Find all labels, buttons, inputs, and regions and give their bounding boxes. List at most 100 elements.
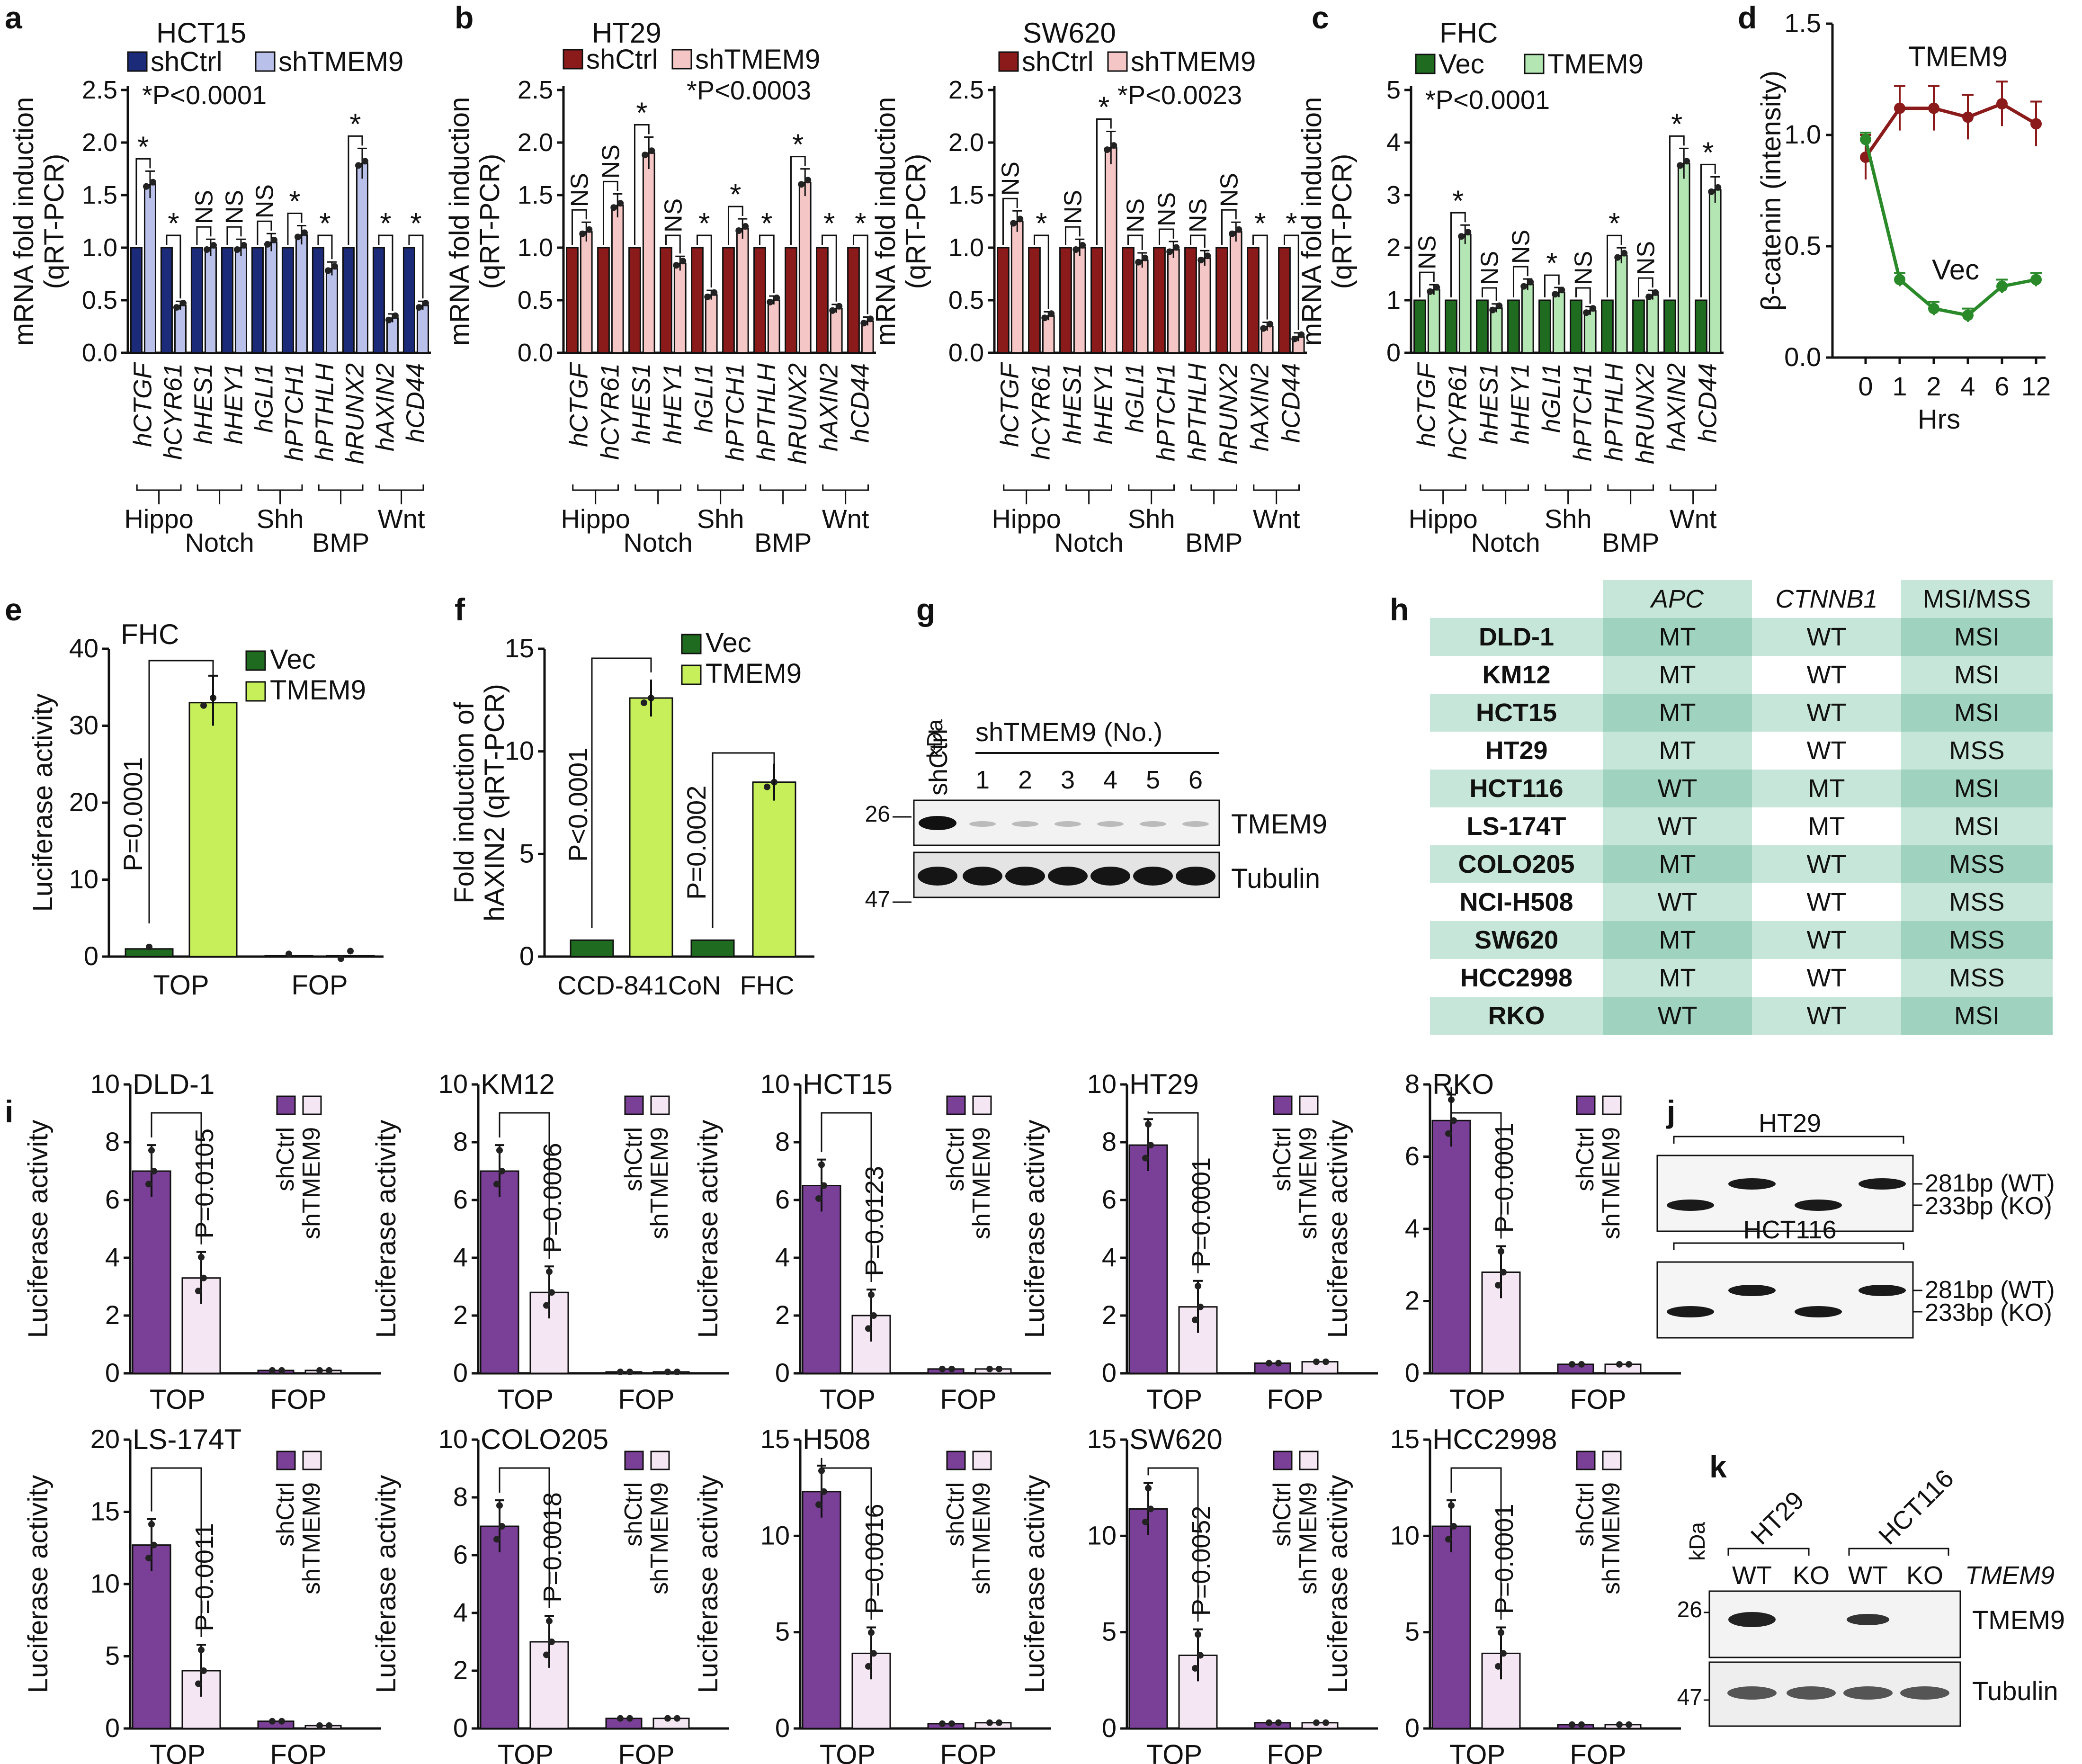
p-value-label: P=0.0002 [681,786,711,900]
p-bracket [712,752,775,928]
gene-label: hCYR61 [1443,363,1472,460]
y-axis-label: β-catenin (intensity) [1756,71,1787,311]
sig-ns: NS [1122,198,1149,233]
y-axis-label: mRNA fold induction [9,97,39,346]
bp-label: 233bp (KO) [1925,1192,2052,1220]
treatment-bar [234,247,247,354]
data-point [355,162,362,169]
y-tick-label: 0.5 [948,286,984,314]
treatment-bar [1490,307,1503,354]
p-value-label: P=0.0001 [118,757,148,871]
control-bar [1507,299,1520,354]
treatment-bar [830,308,843,354]
legend-label: shTMEM9 [1598,1482,1625,1594]
sig-ns: NS [190,190,218,224]
y-tick-label: 0 [105,1713,120,1743]
y-tick-label: 10 [760,1520,790,1550]
table-cell-text: NCI-H508 [1459,888,1573,916]
y-tick-label: 0 [453,1713,468,1743]
legend-label: Vec [270,644,316,675]
table-cell [1901,694,2053,732]
sig-bracket [1606,234,1622,297]
legend-swatch [563,49,583,70]
gene-label: hAXIN2 [814,363,843,451]
table-header-cell [1901,580,2053,618]
legend-label: shCtrl [620,1482,647,1547]
data-point [617,1368,624,1375]
data-point [1145,1485,1152,1492]
data-point [198,1647,205,1654]
treatment-bar [1677,162,1690,354]
p-value-label: P=0.0006 [538,1143,567,1253]
gene-label: hCYR61 [1027,363,1055,460]
data-point [338,955,344,962]
table-cell-text: WT [1807,850,1847,878]
category-label: TOP [820,1739,876,1764]
data-point [1298,331,1305,338]
data-point [735,227,742,234]
series-line [1864,102,2037,159]
gel-label: HT29 [1759,1109,1821,1137]
table-header: MSI/MSS [1923,585,2031,613]
table-cell-text: MSS [1949,888,2004,916]
table-cell [1430,618,1603,656]
control-bar [1184,247,1197,354]
table-cell [1430,959,1603,997]
category-label: CCD-841CoN [557,970,721,1000]
y-tick-label: 10 [69,864,98,894]
data-point [422,300,429,307]
gel-band [1859,1285,1906,1296]
data-point [1626,1721,1632,1728]
data-point [278,1367,285,1374]
data-point [821,1488,827,1495]
data-point [496,1147,503,1154]
sig-bracket [226,226,242,245]
y-tick-label: 0 [105,1358,120,1388]
legend-swatch [302,1095,322,1115]
y-axis-label: Luciferase activity [693,1120,724,1338]
data-point [1450,1523,1457,1530]
y-tick-label: 15 [505,633,534,663]
data-point [617,200,624,207]
tubulin-band [1133,867,1173,886]
y-tick-label: 6 [453,1184,468,1214]
sig-bracket [135,158,151,245]
y-tick-label: 5 [1386,76,1401,104]
data-point [499,1523,505,1530]
data-point [1142,1155,1149,1162]
treatment-bar [1073,247,1086,354]
chart-title: SW620 [1023,17,1116,49]
control-bar [660,247,672,354]
series-line [1864,139,2037,317]
gene-label: hCTGF [564,362,593,447]
control-bar [691,247,704,354]
mw-label: 47 [865,887,890,912]
treatment-bar [265,242,277,354]
treatment-bar [1521,284,1534,354]
table-cell [1430,921,1603,959]
y-axis-label: (qRT-PCR) [474,154,505,289]
pathway-bracket [136,484,182,491]
p-value-label: P=0.0001 [1490,1504,1519,1614]
lane-number: 3 [1061,766,1075,794]
pathway-label: BMP [1185,528,1242,557]
y-tick-label: 2.5 [948,76,984,104]
data-point [711,289,718,296]
legend-label: shCtrl [620,1127,647,1191]
data-point [996,1365,1002,1372]
cell-label: HT29 [1745,1486,1810,1550]
data-point [543,1302,550,1309]
data-point [1147,1505,1154,1513]
y-tick-label: 4 [453,1242,468,1272]
protein-band [1728,1612,1776,1627]
data-point [764,783,770,790]
table-cell-text: WT [1807,736,1847,765]
chart-title: HCT15 [803,1068,893,1100]
sig-bracket [665,234,681,254]
gene-label: hCTGF [1412,362,1440,447]
data-point [798,181,805,188]
sig-star: * [1702,136,1714,169]
data-point [198,1254,205,1261]
shctrl-bar [927,1723,965,1729]
faint-band [1054,821,1081,827]
